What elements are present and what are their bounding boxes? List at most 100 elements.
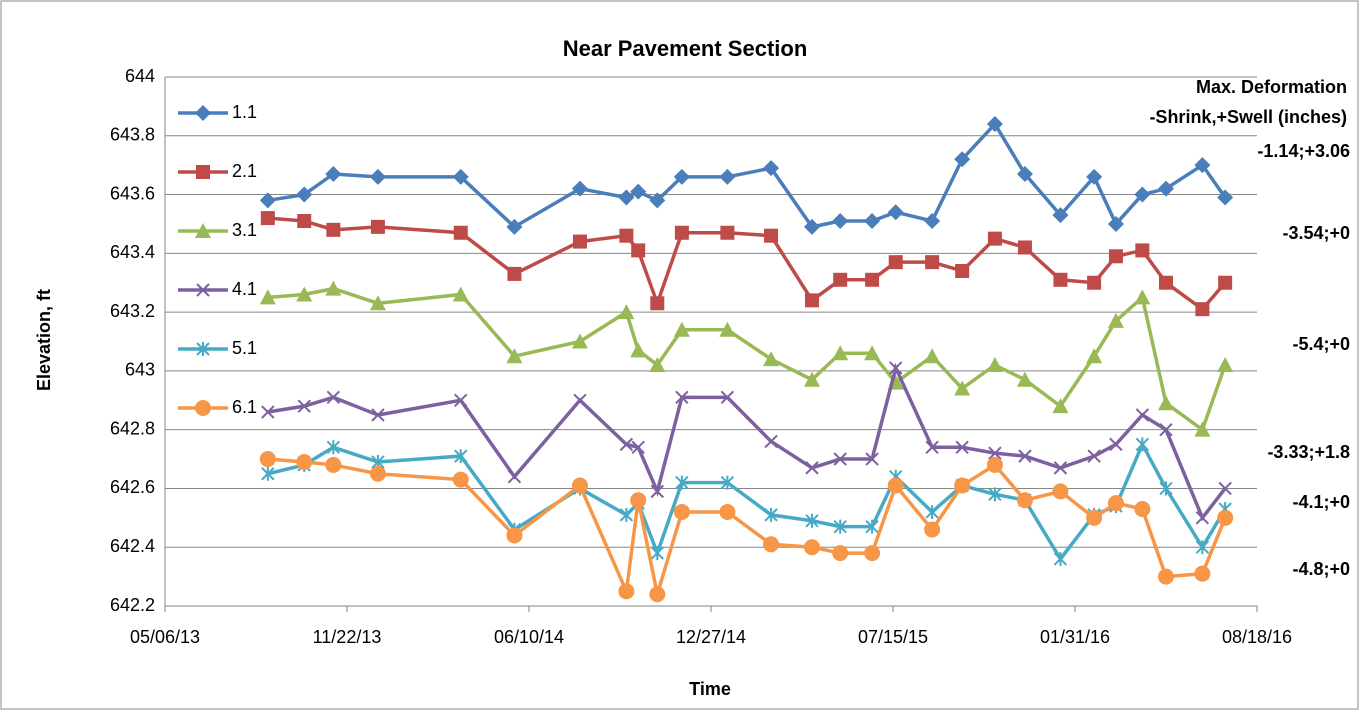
series-line bbox=[267, 457, 1227, 598]
data-point bbox=[650, 296, 665, 311]
annotation: -3.54;+0 bbox=[1282, 223, 1350, 243]
annotation: -4.8;+0 bbox=[1292, 559, 1350, 579]
data-point bbox=[1017, 240, 1032, 255]
data-point bbox=[673, 168, 690, 185]
data-point bbox=[719, 503, 736, 520]
data-point bbox=[1134, 186, 1151, 203]
legend-label: 3.1 bbox=[232, 220, 257, 240]
series-line bbox=[267, 362, 1227, 522]
data-point bbox=[1134, 501, 1151, 518]
legend-marker bbox=[196, 283, 210, 297]
data-point bbox=[1052, 483, 1069, 500]
data-point bbox=[986, 357, 1003, 373]
data-point bbox=[986, 116, 1003, 133]
data-point bbox=[1135, 243, 1150, 258]
data-point bbox=[832, 345, 849, 361]
data-point bbox=[925, 440, 939, 455]
data-point bbox=[452, 471, 469, 488]
data-point bbox=[832, 545, 849, 562]
y-axis-label: Elevation, ft bbox=[34, 289, 54, 391]
chart-title: Near Pavement Section bbox=[563, 36, 808, 61]
data-point bbox=[650, 546, 665, 561]
data-point bbox=[675, 390, 689, 405]
annotation: -1.14;+3.06 bbox=[1257, 141, 1350, 161]
legend-label: 6.1 bbox=[232, 397, 257, 417]
data-point bbox=[325, 456, 342, 473]
data-point bbox=[720, 390, 735, 405]
data-point bbox=[833, 452, 847, 466]
data-point bbox=[454, 449, 468, 464]
data-point bbox=[764, 228, 779, 243]
y-tick-label: 644 bbox=[125, 66, 155, 86]
series-line bbox=[267, 121, 1227, 230]
data-point bbox=[1158, 395, 1174, 411]
annotation: -5.4;+0 bbox=[1292, 334, 1350, 354]
data-point bbox=[619, 437, 634, 452]
y-tick-label: 642.8 bbox=[110, 418, 155, 438]
x-tick-label: 12/27/14 bbox=[676, 627, 746, 647]
data-point bbox=[571, 333, 588, 349]
data-point bbox=[326, 440, 341, 455]
y-tick-label: 642.6 bbox=[110, 477, 155, 497]
data-point bbox=[1087, 275, 1102, 290]
legend-marker bbox=[196, 165, 210, 179]
x-tick-label: 07/15/15 bbox=[858, 627, 928, 647]
y-tick-label: 642.4 bbox=[110, 536, 155, 556]
series-line bbox=[267, 286, 1227, 433]
data-point bbox=[1107, 495, 1124, 512]
data-point bbox=[865, 519, 879, 534]
data-point bbox=[1108, 249, 1123, 264]
data-point bbox=[1016, 492, 1033, 509]
data-point bbox=[571, 477, 588, 494]
data-point bbox=[1194, 157, 1211, 174]
data-point bbox=[630, 183, 647, 200]
x-axis-label: Time bbox=[689, 679, 731, 699]
data-point bbox=[619, 507, 634, 522]
data-point bbox=[925, 504, 939, 519]
data-point bbox=[370, 219, 385, 234]
data-point bbox=[572, 234, 587, 249]
data-point bbox=[619, 228, 634, 243]
data-point bbox=[618, 304, 635, 320]
data-point bbox=[720, 475, 735, 490]
legend-label: 5.1 bbox=[232, 338, 257, 358]
y-tick-label: 643.8 bbox=[110, 125, 155, 145]
data-point bbox=[1194, 421, 1211, 437]
data-point bbox=[1217, 509, 1234, 526]
data-point bbox=[1053, 551, 1068, 566]
data-point bbox=[506, 348, 523, 364]
data-point bbox=[1053, 272, 1068, 287]
data-point bbox=[1016, 165, 1033, 182]
x-tick-label: 01/31/16 bbox=[1040, 627, 1110, 647]
data-point bbox=[954, 151, 971, 168]
data-point bbox=[805, 513, 819, 528]
data-point bbox=[887, 477, 904, 494]
legend-marker bbox=[195, 223, 211, 238]
data-point bbox=[1135, 437, 1150, 452]
data-point bbox=[1109, 437, 1123, 452]
data-point bbox=[369, 465, 386, 482]
data-point bbox=[260, 211, 275, 226]
y-tick-label: 642.2 bbox=[110, 595, 155, 615]
data-point bbox=[1087, 449, 1101, 463]
data-point bbox=[1135, 408, 1150, 422]
data-point bbox=[1218, 481, 1232, 496]
data-point bbox=[924, 521, 941, 538]
data-point bbox=[864, 213, 881, 230]
data-point bbox=[259, 192, 276, 209]
data-point bbox=[454, 393, 468, 407]
data-point bbox=[805, 461, 819, 475]
data-point bbox=[864, 345, 881, 361]
annotation: -3.33;+1.8 bbox=[1267, 442, 1350, 462]
y-tick-label: 643.2 bbox=[110, 301, 155, 321]
legend-label: 2.1 bbox=[232, 161, 257, 181]
data-point bbox=[259, 451, 276, 468]
data-point bbox=[673, 503, 690, 520]
data-point bbox=[452, 168, 469, 185]
data-point bbox=[864, 545, 881, 562]
data-point bbox=[1159, 481, 1173, 496]
data-point bbox=[506, 218, 523, 235]
data-point bbox=[763, 160, 780, 177]
data-point bbox=[618, 189, 635, 206]
